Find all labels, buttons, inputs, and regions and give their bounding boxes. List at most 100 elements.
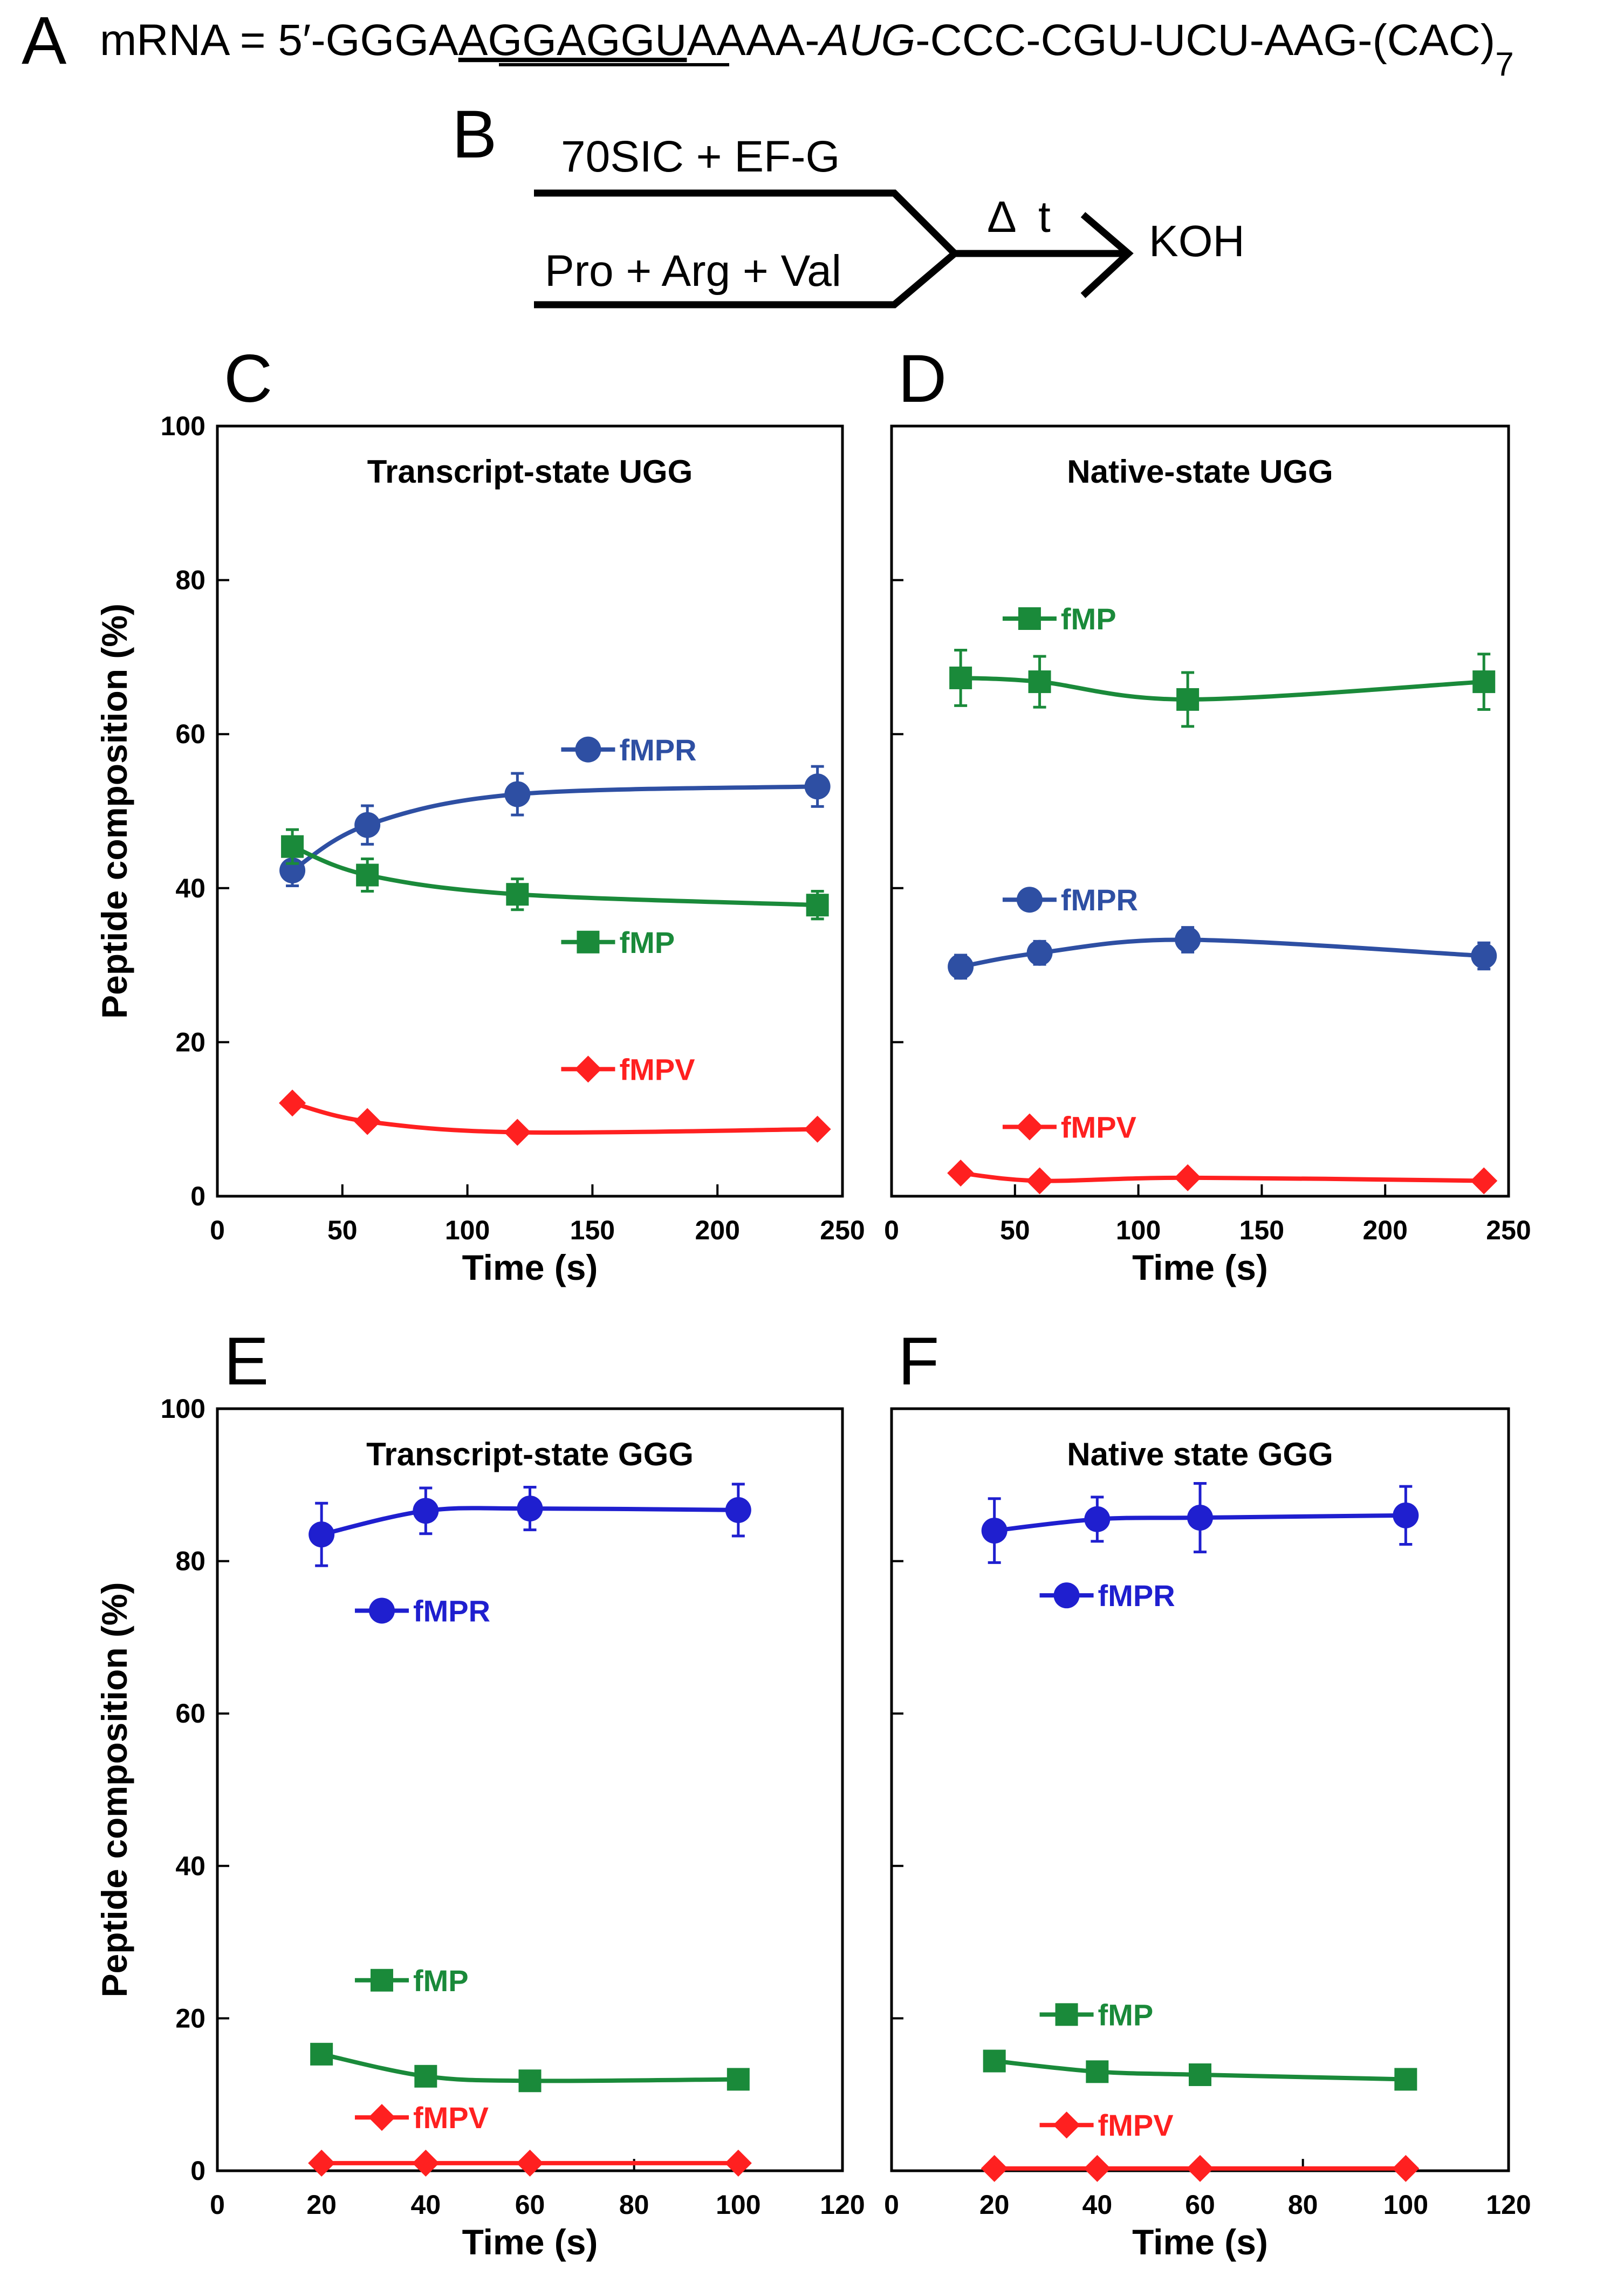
chart-d-series-fmpv-point: [1470, 1167, 1498, 1195]
chart-e-series-fmpv-point: [724, 2149, 752, 2177]
scheme-quench-koh: KOH: [1149, 217, 1245, 266]
chart-f-series-fmp-point: [983, 2049, 1006, 2073]
chart-d-series-fmpr-point: [1175, 927, 1201, 953]
chart-c-series-fmpv-point: [279, 1089, 306, 1117]
chart-d-series-fmpv-point: [947, 1160, 975, 1187]
chart-f-series-fmpr-point: [1393, 1502, 1419, 1528]
chart-c-series-fmpv-point: [354, 1108, 381, 1135]
chart-c-legend-fmpr-label: fMPR: [619, 733, 696, 767]
chart-e-series-fmp-point: [310, 2042, 333, 2066]
scheme-delta-symbol: Δ: [987, 193, 1017, 242]
chart-c-legend-fmp-label: fMP: [619, 925, 675, 959]
chart-d-xtick-label: 100: [1116, 1215, 1161, 1245]
mrna-repeat-subscript: 7: [1495, 46, 1513, 83]
chart-c-ytick-label: 0: [190, 1181, 205, 1211]
chart-c-series-fmpr-line: [290, 784, 820, 873]
chart-c-series-fmp-point: [806, 894, 829, 917]
chart-e-legend-fmpv-marker: [368, 2104, 395, 2131]
scheme-top-reagents: 70SIC + EF-G: [561, 132, 840, 181]
chart-e-legend-fmp-label: fMP: [413, 1964, 469, 1998]
chart-f-series-fmpr-point: [1187, 1505, 1213, 1531]
chart-c-series-fmpv-line: [290, 1101, 820, 1135]
chart-f-xtick-label: 40: [1082, 2190, 1113, 2220]
chart-c-xtick-label: 50: [327, 1215, 358, 1245]
chart-f-legend-fmpv-marker: [1053, 2111, 1080, 2139]
chart-c-xtick-label: 150: [570, 1215, 615, 1245]
chart-e-series-fmpr-point: [309, 1521, 335, 1548]
panel-d-letter: D: [898, 341, 947, 416]
chart-c-ytick-label: 60: [175, 719, 205, 749]
panel-f-letter: F: [898, 1324, 939, 1399]
chart-f-legend-fmpr-label: fMPR: [1098, 1579, 1175, 1613]
mrna-spacer: AAAA-: [687, 16, 819, 65]
chart-d-series-fmpv-line: [958, 1171, 1486, 1183]
chart-d-legend-fmpv-marker: [1016, 1113, 1043, 1141]
chart-e-legend-fmpr-marker: [368, 1597, 395, 1624]
chart-e-xtick-label: 60: [515, 2190, 545, 2220]
chart-d-series-fmpr-point: [1026, 939, 1053, 966]
chart-f-legend-fmpv-label: fMPV: [1098, 2108, 1174, 2142]
chart-e-title: Transcript-state GGG: [366, 1436, 694, 1472]
chart-c-xtick-label: 100: [445, 1215, 490, 1245]
chart-e-xtick-label: 120: [820, 2190, 865, 2220]
panel-e-letter: E: [224, 1324, 269, 1399]
chart-c-legend-fmpv-marker: [574, 1055, 602, 1083]
mrna-start-codon: AUG: [817, 16, 916, 65]
scheme-reaction-arrow-head: [1080, 212, 1134, 298]
chart-d-title: Native-state UGG: [1067, 454, 1333, 490]
chart-d: D 0 50 100 150 200 250 Time (s) Native-state UGG…: [884, 341, 1531, 1287]
chart-e-series-fmp-point: [414, 2065, 437, 2088]
chart-f-series-fmpv-point: [1084, 2155, 1111, 2182]
chart-f: F 0 20 40 60 80 100 120 Time (s) Native state GGG…: [884, 1324, 1531, 2262]
scheme-time-symbol: t: [1038, 193, 1051, 242]
panel-b-letter: B: [452, 97, 497, 172]
chart-e-series-fmp-point: [518, 2069, 542, 2093]
chart-e-xtick-label: 40: [411, 2190, 441, 2220]
chart-d-series-fmp-point: [1176, 688, 1200, 711]
chart-c-ytick-label: 80: [175, 565, 205, 595]
chart-e-legend-fmpv-label: fMPV: [413, 2101, 489, 2135]
chart-f-xtick-label: 80: [1288, 2190, 1318, 2220]
chart-d-series-fmp-line: [958, 675, 1486, 702]
chart-c-series-fmpr-point: [354, 812, 381, 838]
chart-f-xtick-label: 120: [1486, 2190, 1531, 2220]
chart-d-xaxis-title: Time (s): [1132, 1247, 1268, 1287]
chart-f-series-fmp-point: [1394, 2068, 1417, 2091]
chart-e-ytick-label: 100: [161, 1394, 205, 1424]
chart-e-series-fmp-point: [727, 2068, 750, 2091]
chart-e-legend-fmp-marker: [370, 1969, 393, 1992]
chart-c-yaxis-title: Peptide composition (%): [94, 603, 134, 1019]
chart-e-series-fmpv-point: [308, 2149, 335, 2177]
chart-e-legend-fmpr-label: fMPR: [413, 1594, 490, 1628]
chart-f-series-fmp-line: [992, 2059, 1408, 2082]
panel-b: B 70SIC + EF-G Pro + Arg + Val Δ t KOH: [452, 97, 1245, 308]
chart-f-series-fmpr-point: [1084, 1506, 1111, 1532]
chart-f-xaxis-title: Time (s): [1132, 2222, 1268, 2262]
chart-c-ytick-label: 100: [161, 411, 205, 441]
chart-f-title: Native state GGG: [1067, 1436, 1333, 1472]
chart-e-ytick-label: 80: [175, 1546, 205, 1576]
chart-e-yaxis-title: Peptide composition (%): [94, 1582, 134, 1997]
chart-d-series-fmpv-point: [1174, 1164, 1202, 1191]
chart-c-ytick-label: 40: [175, 873, 205, 903]
chart-d-xtick-label: 200: [1362, 1215, 1407, 1245]
chart-c-xtick-label: 200: [695, 1215, 739, 1245]
chart-d-legend-fmp-marker: [1018, 607, 1041, 630]
chart-f-series-fmpv-point: [1392, 2155, 1420, 2182]
chart-d-series-fmpr-point: [948, 954, 974, 980]
chart-f-series-fmp-point: [1086, 2060, 1109, 2083]
mrna-shine-dalgarno: AGGAGGU: [458, 16, 687, 65]
panel-c-letter: C: [224, 341, 272, 416]
chart-c: C 0 20 40 60 80 100 0 50 100 150 200 250 Time (s) Pept…: [94, 341, 865, 1287]
chart-e: E 0 20 40 60 80 100 0 20 40 60 80 100 120 Time (s) Pept…: [94, 1324, 865, 2262]
chart-c-frame: [216, 424, 844, 1198]
chart-c-series-fmpr-point: [804, 773, 831, 800]
chart-d-xtick-label: 150: [1239, 1215, 1284, 1245]
mrna-codons: -CCC-CGU-UCU-AAG-(CAC): [915, 16, 1495, 65]
chart-d-series-fmp-point: [1028, 670, 1051, 694]
chart-f-xtick-label: 100: [1383, 2190, 1428, 2220]
chart-e-xtick-label: 20: [306, 2190, 337, 2220]
chart-f-legend-fmp-label: fMP: [1098, 1998, 1154, 2032]
chart-e-series-fmpv-point: [516, 2149, 544, 2177]
chart-d-xtick-label: 50: [1000, 1215, 1030, 1245]
